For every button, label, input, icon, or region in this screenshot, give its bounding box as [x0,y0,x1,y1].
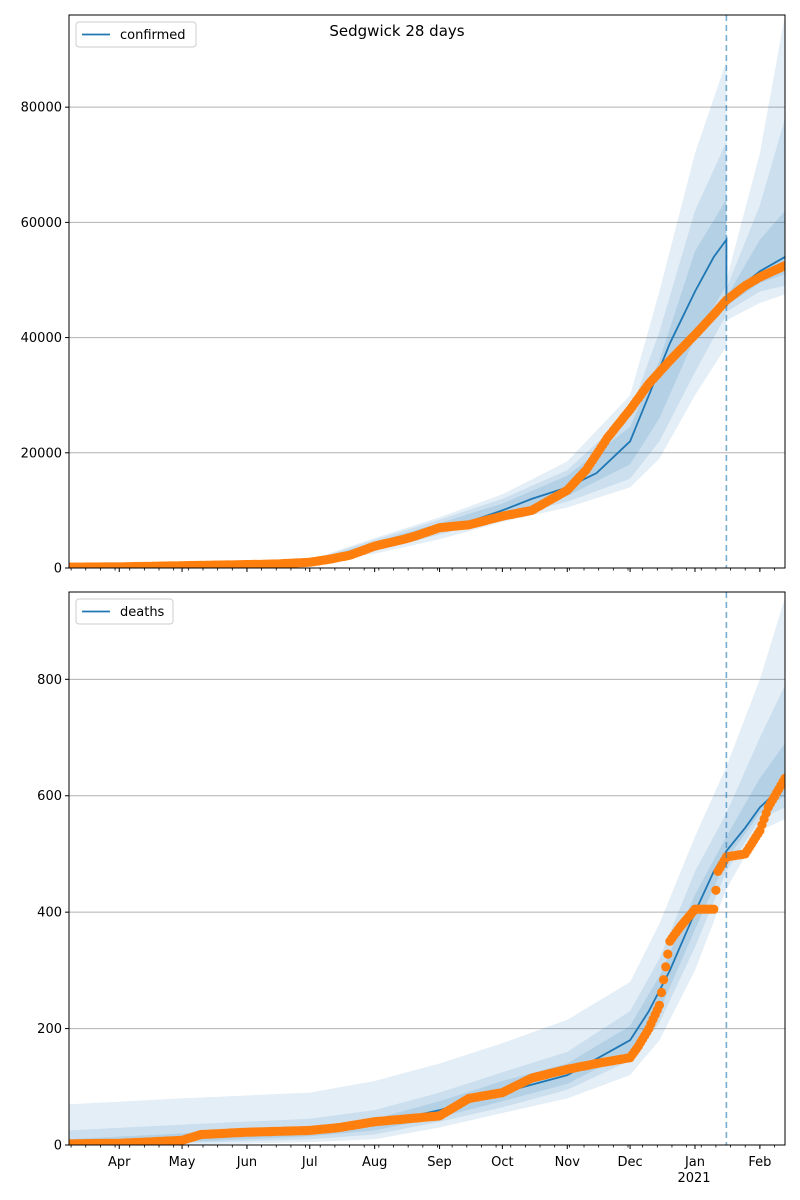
x-tick-label: Jan [684,1155,705,1170]
year-label-group: 2021 [677,1171,710,1186]
axes-frame [68,591,786,1146]
uncertainty-band-middle [69,118,785,568]
y-tick-label: 80000 [21,101,62,116]
x-tick-label: Dec [617,1155,642,1170]
y-tick-label: 800 [37,673,62,688]
legend-box [75,598,174,625]
x-tick-label: May [169,1155,196,1170]
uncertainty-band-outer [69,597,785,1145]
y-tick-label: 200 [37,1022,62,1037]
x-tick-label: Apr [108,1155,131,1170]
legend-label: confirmed [120,28,186,43]
plot-area [69,15,785,568]
y-tick-label: 20000 [21,446,62,461]
x-axis-year-label: 2021 [677,1171,710,1186]
x-tick-label: Feb [748,1155,771,1170]
observed-point [780,261,785,271]
x-tick-label: Nov [555,1155,581,1170]
y-tick-label: 400 [37,906,62,921]
observed-point [659,975,669,985]
plot-area [69,597,785,1145]
y-tick-label: 40000 [21,331,62,346]
x-tick-label: Sep [427,1155,452,1170]
uncertainty-band-middle [69,685,785,1145]
uncertainty-band-inner [69,743,785,1145]
observed-point [656,987,667,998]
y-tick-label: 0 [54,562,62,577]
confirmed-panel: 0 20000 40000 60000 80000 confirmed [21,14,786,577]
axes-frame [68,14,786,569]
observed-point [780,773,785,783]
observed-point [709,904,719,914]
uncertainty-band-outer [69,15,785,568]
chart-title: Sedgwick 28 days [329,22,464,40]
legend-box [75,21,197,48]
observed-point [711,885,721,895]
y-tick-label: 0 [54,1139,62,1154]
legend: deaths [75,598,174,625]
legend-label: deaths [120,605,165,620]
x-tick-label: Jun [236,1155,257,1170]
x-tick-label: Aug [362,1155,387,1170]
x-tick-label: Jul [301,1155,318,1170]
observed-point [661,962,671,972]
x-tick-label: Oct [491,1155,513,1170]
deaths-panel: 0 200 400 600 800 Apr May Jun Jul Aug Sep Oct Nov Dec… [37,591,786,1170]
observed-point [663,949,673,959]
observed-point [654,1000,665,1010]
legend: confirmed [75,21,197,48]
uncertainty-band-inner [69,199,785,568]
y-tick-label: 60000 [21,216,62,231]
y-tick-label: 600 [37,789,62,804]
